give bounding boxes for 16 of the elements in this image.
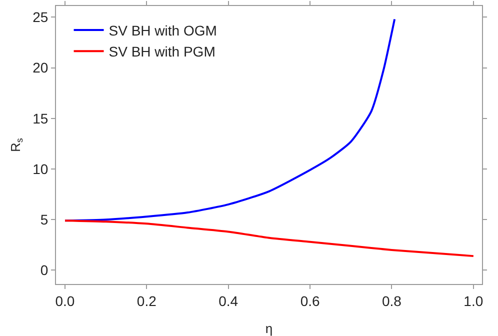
x-tick-label: 0.0 (55, 292, 75, 309)
legend-label: SV BH with PGM (108, 44, 216, 60)
y-tick-label: 5 (40, 212, 48, 228)
x-axis-title: η (265, 321, 273, 336)
y-tick-label: 10 (32, 160, 48, 177)
x-tick-label: 0.2 (136, 292, 157, 309)
line-series (64, 220, 474, 258)
x-tick-label: 0.6 (300, 292, 320, 309)
x-tick-label: 0.8 (382, 292, 402, 309)
x-tick-label: 1.0 (464, 292, 484, 309)
y-tick-label: 25 (32, 9, 48, 26)
x-tick-label: 0.4 (218, 292, 238, 309)
y-tick-label: 15 (32, 110, 48, 126)
y-tick-label: 0 (40, 262, 48, 278)
legend-label: SV BH with OGM (108, 22, 217, 38)
y-tick-label: 20 (32, 60, 48, 76)
